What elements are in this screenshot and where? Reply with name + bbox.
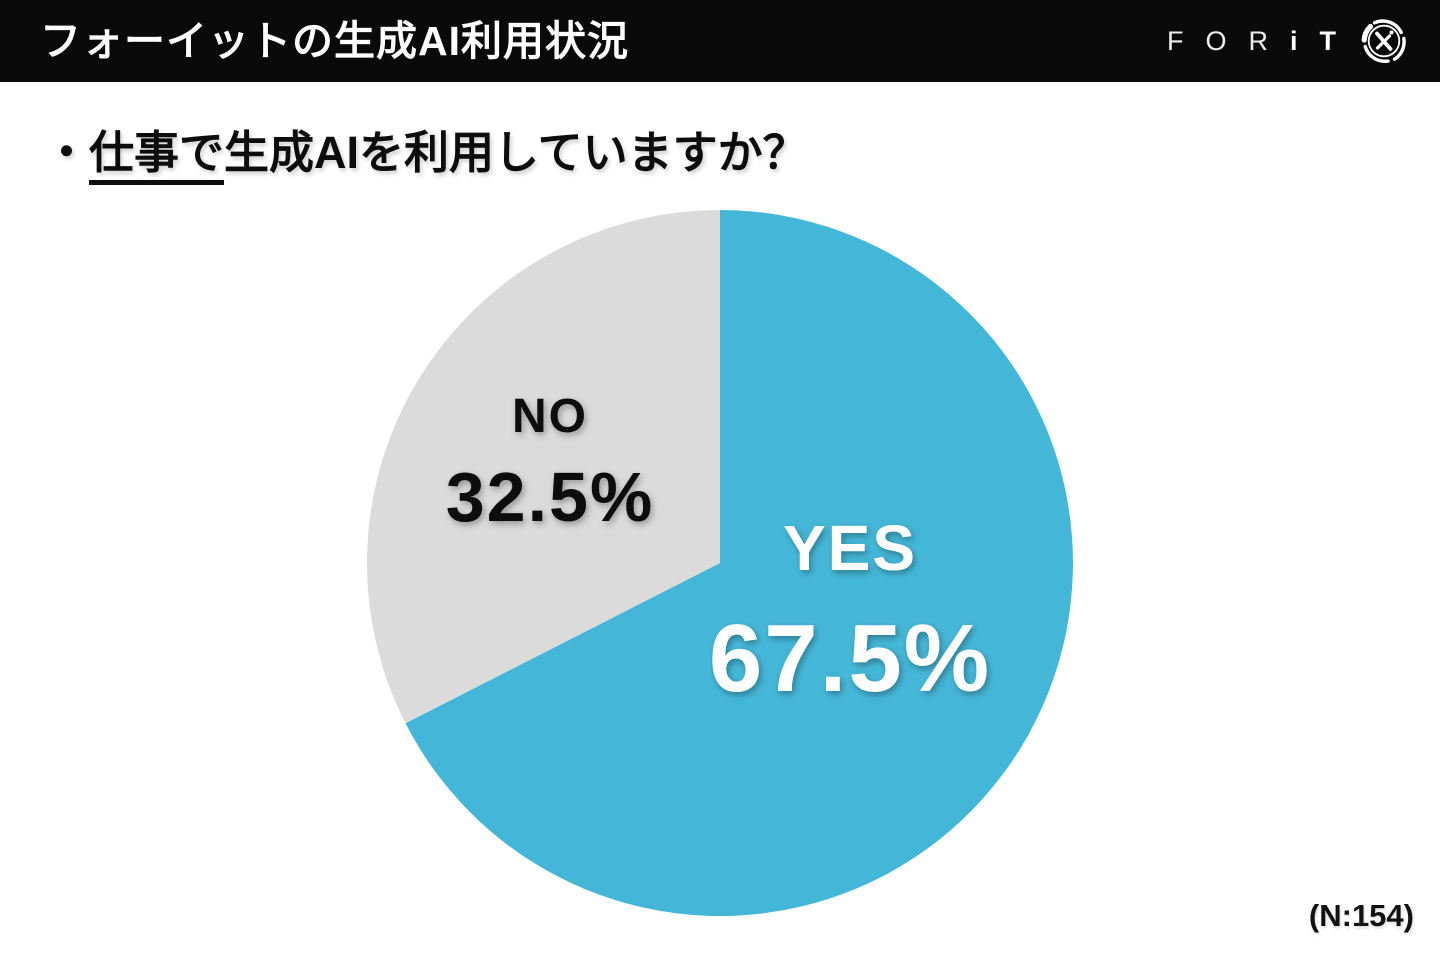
slide-title: フォーイットの生成AI利用状況	[40, 17, 629, 64]
sample-size-note: (N:154)	[1308, 898, 1414, 933]
slice-label-yes: YES	[783, 512, 917, 584]
question-underlined: 仕事で	[89, 127, 225, 185]
logo-text-light: FOR	[1167, 25, 1290, 56]
question-bullet: ・	[44, 127, 90, 178]
forit-logo: FOR iT	[1167, 15, 1410, 67]
slice-value-no: 32.5%	[446, 458, 654, 536]
pie-slice-no	[366, 210, 720, 724]
logo-text-bold: iT	[1290, 25, 1358, 56]
pie-slices-group	[366, 210, 1073, 917]
slice-label-no: NO	[512, 390, 588, 443]
header-bar: フォーイットの生成AI利用状況 FOR iT	[0, 0, 1440, 82]
question-line: ・仕事で生成AIを利用していますか？	[44, 116, 808, 185]
pie-slice-yes	[405, 210, 1073, 917]
pie-labels-group: YES 67.5% NO 32.5%	[446, 390, 991, 712]
pie-chart: YES 67.5% NO 32.5%	[366, 210, 1073, 917]
slice-value-yes: 67.5%	[709, 605, 991, 712]
forit-logo-icon	[1361, 19, 1406, 64]
question-rest: 生成AIを利用していますか？	[224, 127, 808, 178]
